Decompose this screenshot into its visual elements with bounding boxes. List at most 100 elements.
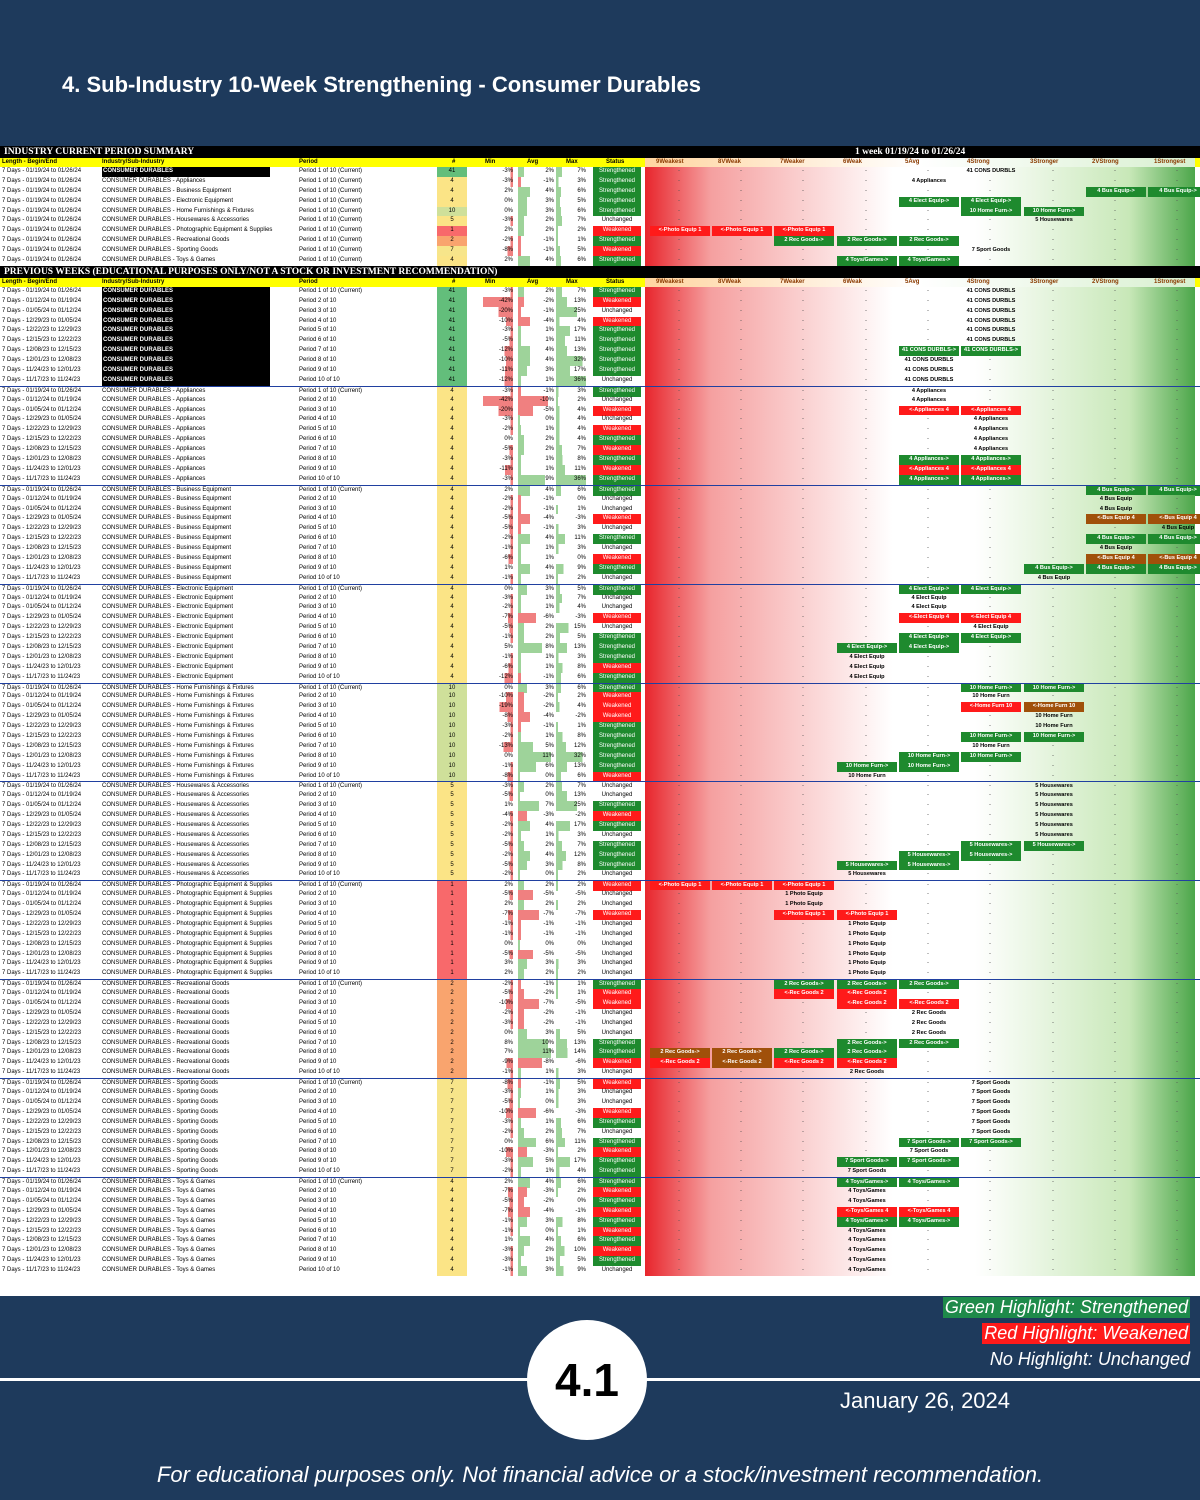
band-empty-marker: -: [865, 594, 867, 601]
band-empty-marker: -: [927, 217, 929, 224]
band-empty-marker: -: [740, 207, 742, 214]
cell-max: 3%: [556, 959, 586, 970]
previous-row: 7 Days - 11/17/23 to 11/24/23 CONSUMER DU…: [0, 573, 1200, 584]
band-empty-marker: -: [1114, 752, 1116, 759]
band-empty-marker: -: [802, 822, 804, 828]
cell-industry: CONSUMER DURABLES: [102, 286, 270, 297]
band-empty-marker: -: [740, 585, 742, 592]
cell-status: Strengthened: [593, 386, 641, 397]
band-empty-marker: -: [1114, 357, 1116, 364]
band-empty-marker: -: [927, 1247, 929, 1254]
cell-min: 0%: [504, 752, 513, 759]
band-empty-marker: -: [802, 1069, 804, 1076]
cell-avg: 1%: [518, 336, 554, 347]
band-empty-marker: -: [802, 545, 804, 552]
cell-length: 7 Days - 01/19/24 to 01/26/24: [2, 257, 82, 264]
cell-count: 5: [437, 830, 467, 841]
cell-avg: -2%: [518, 1018, 554, 1029]
band-empty-marker: -: [740, 376, 742, 383]
cell-max: 13%: [556, 761, 586, 772]
position-marker: 4 Toys/Games->: [899, 1216, 959, 1227]
cell-avg: 2%: [518, 226, 554, 237]
cell-period: Period 1 of 10 (Current): [299, 227, 363, 234]
cell-avg: -8%: [518, 1058, 554, 1069]
band-empty-marker: -: [1052, 426, 1054, 433]
header-band-7Weaker: 7Weaker: [780, 159, 805, 165]
cell-min: -3%: [483, 1157, 513, 1168]
band-empty-marker: -: [1052, 1108, 1054, 1115]
band-empty-marker: -: [740, 713, 742, 720]
cell-length: 7 Days - 11/17/23 to 11/24/23: [2, 574, 81, 581]
cell-status: Weakened: [593, 771, 641, 782]
position-marker: 4 Toys/Games: [848, 1187, 886, 1194]
band-empty-marker: -: [865, 882, 867, 889]
cell-length: 7 Days - 12/15/23 to 12/22/23: [2, 1128, 82, 1135]
cell-min: -2%: [483, 534, 513, 545]
position-marker: 5 Housewares->: [899, 860, 959, 871]
position-marker: <-Elect Equip 4: [899, 613, 959, 624]
cell-max: 13%: [556, 1038, 586, 1049]
cell-status: Strengthened: [593, 186, 641, 197]
cell-period: Period 6 of 10: [299, 831, 337, 838]
band-empty-marker: -: [802, 1000, 804, 1007]
cell-count: 4: [437, 593, 467, 604]
band-empty-marker: -: [1176, 812, 1178, 819]
band-empty-marker: -: [1176, 1197, 1178, 1204]
position-marker: 10 Home Furn->: [899, 761, 959, 772]
band-empty-marker: -: [989, 574, 991, 581]
cell-period: Period 5 of 10: [299, 723, 337, 730]
strength-band-bg: [645, 216, 1195, 227]
cell-status: Weakened: [593, 425, 641, 436]
cell-avg: 4%: [518, 485, 554, 496]
cell-max: 1%: [556, 504, 586, 515]
cell-max: 7%: [556, 445, 586, 456]
band-empty-marker: -: [740, 812, 742, 819]
cell-count: 7: [437, 1147, 467, 1158]
cell-max: 36%: [556, 375, 586, 386]
band-empty-marker: -: [740, 693, 742, 700]
strength-band-bg: [645, 989, 1195, 1000]
previous-row: 7 Days - 12/15/23 to 12/22/23 CONSUMER DU…: [0, 633, 1200, 643]
cell-status: Strengthened: [593, 642, 641, 653]
header-status: Status: [606, 278, 625, 285]
band-empty-marker: -: [1052, 1217, 1054, 1224]
band-empty-marker: -: [1176, 207, 1178, 214]
band-empty-marker: -: [865, 436, 867, 443]
cell-count: 4: [437, 1246, 467, 1257]
strength-band-bg: [645, 623, 1195, 634]
band-empty-marker: -: [740, 347, 742, 354]
cell-min: -10%: [483, 356, 513, 367]
cell-period: Period 4 of 10: [299, 515, 337, 522]
band-empty-marker: -: [740, 406, 742, 413]
cell-max: 2%: [556, 1186, 586, 1197]
band-empty-marker: -: [678, 1089, 680, 1096]
band-empty-marker: -: [678, 396, 680, 403]
band-empty-marker: -: [927, 1187, 929, 1194]
cell-max: 5%: [556, 1028, 586, 1039]
position-marker: <-Bus Equip 4: [1086, 514, 1146, 525]
cell-max: 13%: [556, 346, 586, 357]
cell-min: 0%: [504, 585, 513, 592]
cell-period: Period 1 of 10 (Current): [299, 207, 363, 214]
cell-status: Unchanged: [601, 1098, 633, 1105]
band-empty-marker: -: [802, 287, 804, 294]
strength-band-bg: [645, 246, 1195, 257]
cell-industry: CONSUMER DURABLES - Business Equipment: [102, 564, 232, 571]
header-ind: Industry/Sub-Industry: [102, 278, 165, 285]
band-empty-marker: -: [865, 337, 867, 344]
strength-band-bg: [645, 326, 1195, 337]
cell-period: Period 4 of 10: [299, 911, 337, 918]
current-section-header: INDUSTRY CURRENT PERIOD SUMMARY 1 week 0…: [0, 146, 1200, 158]
band-empty-marker: -: [1176, 396, 1178, 403]
cell-length: 7 Days - 01/19/24 to 01/26/24: [2, 247, 82, 254]
cell-industry: CONSUMER DURABLES - Photographic Equipme…: [102, 970, 273, 977]
position-marker: <-Photo Equip 1: [650, 881, 710, 892]
cell-length: 7 Days - 12/08/23 to 12/15/23: [2, 1039, 82, 1046]
band-empty-marker: -: [1052, 960, 1054, 967]
previous-row: 7 Days - 12/15/23 to 12/22/23 CONSUMER DU…: [0, 929, 1200, 940]
band-empty-marker: -: [989, 920, 991, 927]
cell-status: Weakened: [593, 316, 641, 327]
band-empty-marker: -: [927, 515, 929, 522]
cell-avg: 1%: [518, 553, 554, 564]
cell-period: Period 5 of 10: [299, 327, 337, 334]
